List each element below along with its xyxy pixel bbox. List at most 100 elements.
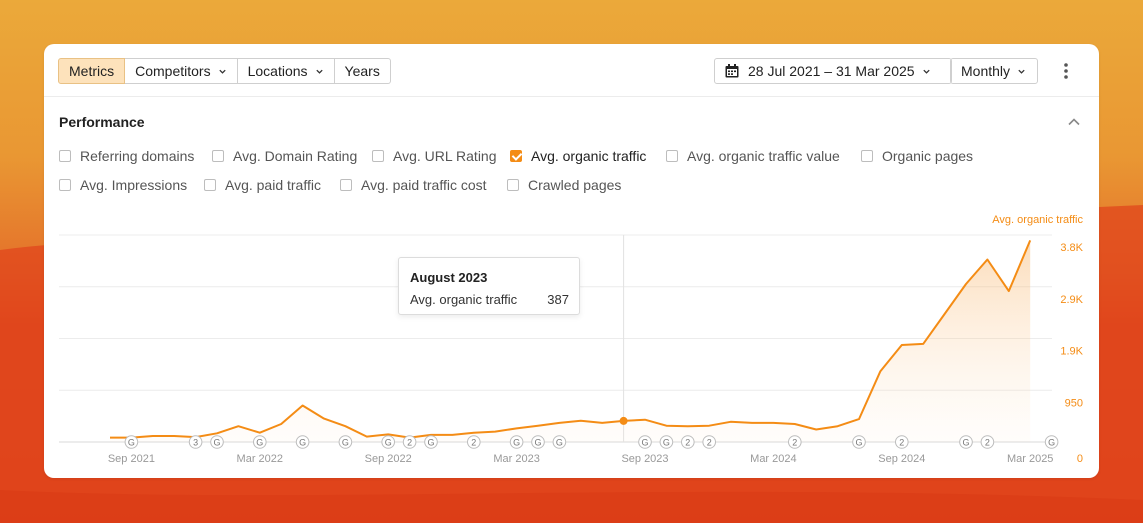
annotation-marker[interactable]: 2: [402, 435, 417, 449]
annotation-marker[interactable]: 2: [702, 435, 717, 449]
x-tick-label: Sep 2021: [108, 453, 155, 465]
checkbox[interactable]: [507, 179, 519, 191]
metric-label: Avg. paid traffic cost: [361, 177, 487, 193]
metric-avg-paid-traffic-cost[interactable]: Avg. paid traffic cost: [340, 177, 487, 193]
annotation-marker[interactable]: G: [509, 435, 524, 449]
annotation-label: 2: [685, 438, 690, 448]
metric-referring-domains[interactable]: Referring domains: [59, 148, 194, 164]
chevron-down-icon: [922, 69, 930, 74]
annotation-marker[interactable]: 2: [788, 435, 802, 449]
x-tick-label: Sep 2024: [878, 453, 925, 465]
vertical-dots-icon[interactable]: [1054, 61, 1078, 81]
annotation-label: G: [299, 438, 306, 448]
annotation-marker[interactable]: 2: [895, 435, 909, 449]
x-tick-label: Sep 2022: [365, 453, 412, 465]
date-range-label: 28 Jul 2021 – 31 Mar 2025: [748, 63, 915, 79]
metric-crawled-pages[interactable]: Crawled pages: [507, 177, 621, 193]
metric-avg-domain-rating[interactable]: Avg. Domain Rating: [212, 148, 357, 164]
annotation-marker[interactable]: G: [552, 435, 567, 449]
x-tick-label: Mar 2024: [750, 453, 796, 465]
annotation-label: G: [128, 438, 135, 448]
annotation-marker[interactable]: G: [253, 435, 267, 449]
metric-avg-impressions[interactable]: Avg. Impressions: [59, 177, 187, 193]
performance-card: Metrics Competitors Locations Years 28 Jul …: [44, 44, 1099, 478]
annotation-label: 3: [193, 438, 198, 448]
annotation-label: 2: [899, 438, 904, 448]
metric-label: Avg. URL Rating: [393, 148, 497, 164]
metric-organic-pages[interactable]: Organic pages: [861, 148, 973, 164]
checkbox[interactable]: [59, 179, 71, 191]
annotation-label: G: [213, 438, 220, 448]
checkbox[interactable]: [510, 150, 522, 162]
y-tick-label: 0: [1077, 453, 1083, 465]
tab-metrics[interactable]: Metrics: [58, 58, 126, 84]
annotation-marker[interactable]: 3: [188, 435, 203, 449]
metric-avg-url-rating[interactable]: Avg. URL Rating: [372, 148, 497, 164]
metric-label: Crawled pages: [528, 177, 622, 193]
tab-label: Metrics: [69, 63, 115, 79]
annotation-marker[interactable]: 2: [681, 435, 695, 449]
annotation-marker[interactable]: G: [1044, 435, 1059, 449]
metric-label: Avg. Impressions: [80, 177, 188, 193]
tab-years[interactable]: Years: [334, 58, 391, 84]
annotation-marker[interactable]: G: [124, 435, 139, 449]
checkbox[interactable]: [340, 179, 352, 191]
metric-avg-organic-traffic[interactable]: Avg. organic traffic: [510, 148, 646, 164]
tooltip-label: Avg. organic traffic: [410, 292, 518, 307]
annotation-label: G: [534, 438, 541, 448]
annotation-marker[interactable]: 2: [467, 435, 481, 449]
tab-locations[interactable]: Locations: [237, 58, 335, 84]
annotation-label: G: [855, 438, 862, 448]
metric-label: Referring domains: [80, 148, 195, 164]
x-tick-label: Sep 2023: [621, 453, 668, 465]
chevron-up-icon[interactable]: [1066, 114, 1082, 130]
annotation-marker[interactable]: G: [338, 435, 353, 449]
annotation-marker[interactable]: G: [531, 435, 545, 449]
chevron-down-icon: [1018, 69, 1025, 74]
date-range-picker[interactable]: 28 Jul 2021 – 31 Mar 2025: [714, 58, 952, 84]
tab-label: Years: [344, 63, 380, 79]
checkbox[interactable]: [666, 150, 678, 162]
metric-avg-organic-traffic-value[interactable]: Avg. organic traffic value: [666, 148, 840, 164]
annotation-marker[interactable]: G: [381, 435, 396, 449]
annotation-label: 2: [707, 438, 712, 448]
annotation-label: 2: [407, 438, 412, 448]
annotation-label: G: [641, 438, 648, 448]
annotation-marker[interactable]: G: [210, 435, 224, 449]
calendar-icon: [725, 64, 739, 78]
annotation-marker[interactable]: G: [424, 435, 438, 449]
checkbox[interactable]: [212, 150, 224, 162]
checkbox[interactable]: [59, 150, 71, 162]
checkbox[interactable]: [861, 150, 873, 162]
checkbox[interactable]: [372, 150, 384, 162]
y-tick-label: 1.9K: [1060, 346, 1083, 358]
annotation-label: G: [663, 438, 670, 448]
annotation-label: G: [342, 438, 349, 448]
annotation-marker[interactable]: 2: [980, 435, 995, 449]
highlight-point[interactable]: [619, 416, 628, 425]
x-tick-label: Mar 2022: [237, 453, 283, 465]
tooltip-title: August 2023: [410, 270, 488, 285]
tab-competitors[interactable]: Competitors: [125, 58, 238, 84]
metric-label: Organic pages: [882, 148, 974, 164]
annotation-label: G: [962, 438, 969, 448]
tab-label: Locations: [247, 63, 308, 79]
chevron-down-icon: [315, 69, 323, 74]
annotation-label: G: [256, 438, 263, 448]
annotation-marker[interactable]: G: [659, 435, 674, 449]
metric-avg-paid-traffic[interactable]: Avg. paid traffic: [204, 177, 321, 193]
checkbox[interactable]: [204, 179, 216, 191]
x-tick-label: Mar 2023: [493, 453, 539, 465]
traffic-chart: Avg. organic traffic G 3 G G G G G 2 G 2 G G G G G 2 2 2 G…: [59, 214, 1084, 465]
annotation-marker[interactable]: G: [638, 435, 652, 449]
annotation-marker[interactable]: G: [295, 435, 310, 449]
annotation-marker[interactable]: G: [959, 435, 973, 449]
granularity-select[interactable]: Monthly: [950, 58, 1038, 84]
annotation-marker[interactable]: G: [852, 435, 866, 449]
metric-label: Avg. paid traffic: [225, 177, 321, 193]
metric-label: Avg. Domain Rating: [233, 148, 358, 164]
annotation-label: G: [556, 438, 563, 448]
annotation-label: 2: [985, 438, 990, 448]
toolbar: Metrics Competitors Locations Years 28 Jul …: [44, 44, 1099, 97]
series-legend-label: Avg. organic traffic: [992, 214, 1083, 226]
